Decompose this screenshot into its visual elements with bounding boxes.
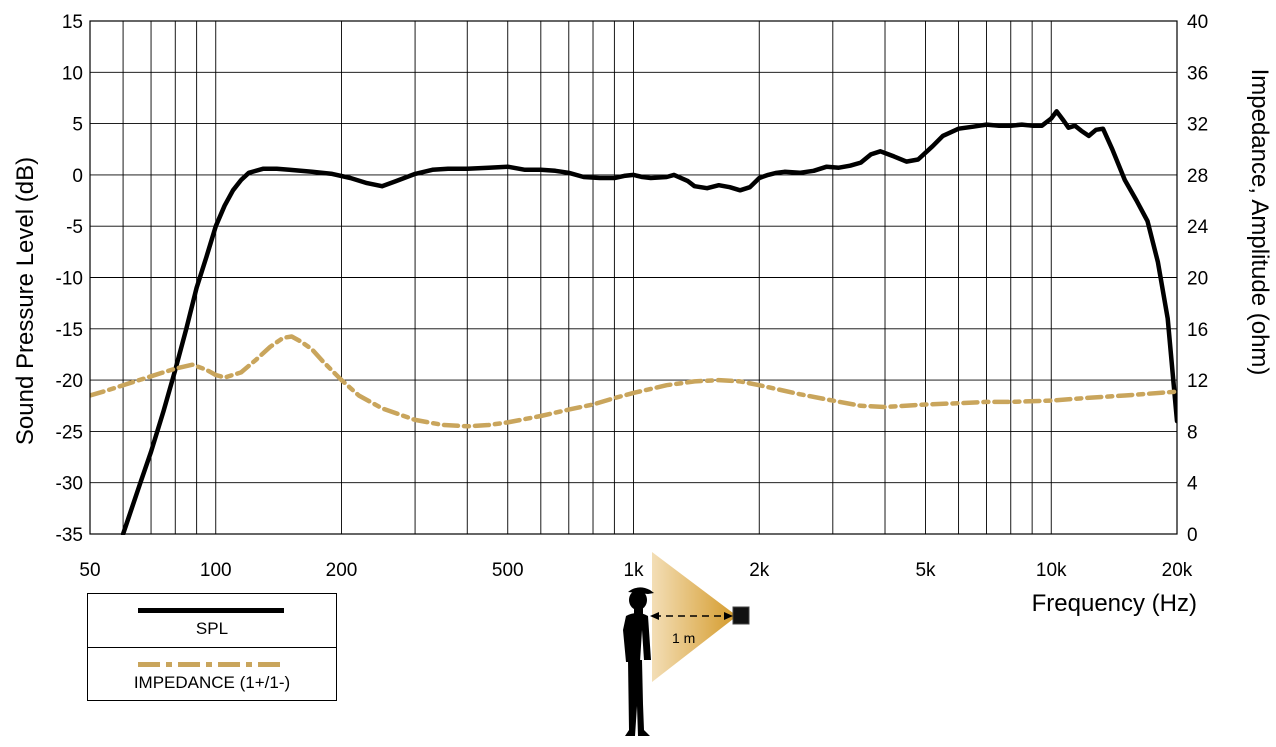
legend-swatch-impedance xyxy=(138,662,284,667)
listener-silhouette-icon xyxy=(623,587,654,736)
y-left-tick-label: 15 xyxy=(62,12,83,33)
y-right-tick-label: 36 xyxy=(1187,63,1208,84)
y-right-tick-label: 28 xyxy=(1187,166,1208,187)
right-axis-title: Impedance, Amplitude (ohm) xyxy=(1246,69,1273,376)
y-left-tick-label: 0 xyxy=(72,166,83,187)
y-left-tick-label: -35 xyxy=(56,525,83,546)
x-axis-title: Frequency (Hz) xyxy=(1032,590,1197,617)
x-tick-label: 10k xyxy=(1036,560,1067,581)
x-tick-label: 500 xyxy=(492,560,524,581)
y-left-tick-label: 10 xyxy=(62,63,83,84)
y-left-tick-label: -5 xyxy=(66,217,83,238)
y-right-tick-label: 40 xyxy=(1187,12,1208,33)
x-tick-label: 50 xyxy=(79,560,100,581)
x-tick-label: 20k xyxy=(1162,560,1193,581)
y-left-tick-label: -20 xyxy=(56,371,83,392)
x-tick-label: 2k xyxy=(749,560,770,581)
legend-swatch-spl xyxy=(138,608,284,613)
y-right-tick-label: 8 xyxy=(1187,422,1198,443)
speaker-icon xyxy=(732,606,750,625)
distance-label: 1 m xyxy=(672,630,695,646)
measurement-setup-illustration: 1 m xyxy=(623,552,750,736)
legend-label-spl: SPL xyxy=(195,619,229,638)
legend: SPL IMPEDANCE (1+/1-) xyxy=(87,593,337,701)
x-tick-label: 100 xyxy=(200,560,232,581)
y-right-tick-label: 4 xyxy=(1187,474,1198,495)
legend-label-impedance: IMPEDANCE (1+/1-) xyxy=(133,673,291,692)
arrow-head-left xyxy=(650,612,659,620)
y-left-tick-label: -10 xyxy=(56,269,83,290)
left-axis-title: Sound Pressure Level (dB) xyxy=(12,157,39,445)
y-left-tick-label: -15 xyxy=(56,320,83,341)
y-left-tick-label: 5 xyxy=(72,115,83,136)
y-left-tick-label: -25 xyxy=(56,422,83,443)
series-layer xyxy=(90,109,1177,535)
legend-item-spl: SPL xyxy=(88,594,336,647)
y-right-tick-label: 20 xyxy=(1187,269,1208,290)
y-right-tick-label: 24 xyxy=(1187,217,1209,238)
y-right-tick-label: 0 xyxy=(1187,525,1198,546)
x-tick-label: 200 xyxy=(326,560,358,581)
y-right-tick-label: 12 xyxy=(1187,371,1208,392)
y-left-tick-label: -30 xyxy=(56,474,83,495)
sound-cone xyxy=(652,552,737,682)
y-right-tick-label: 16 xyxy=(1187,320,1208,341)
arrow-head-right xyxy=(724,612,733,620)
tick-labels: 50 100 200 500 1k 2k 5k 10k 20k151050-5-10-15-20… xyxy=(56,12,1209,581)
legend-item-impedance: IMPEDANCE (1+/1-) xyxy=(88,647,336,701)
grid xyxy=(90,21,1177,534)
series-line-spl xyxy=(120,109,1177,535)
series-line-impedance-1-1 xyxy=(90,334,1177,429)
x-tick-label: 5k xyxy=(915,560,936,581)
y-right-tick-label: 32 xyxy=(1187,115,1208,136)
plot-area-border xyxy=(89,20,1178,535)
x-tick-label: 1k xyxy=(623,560,644,581)
